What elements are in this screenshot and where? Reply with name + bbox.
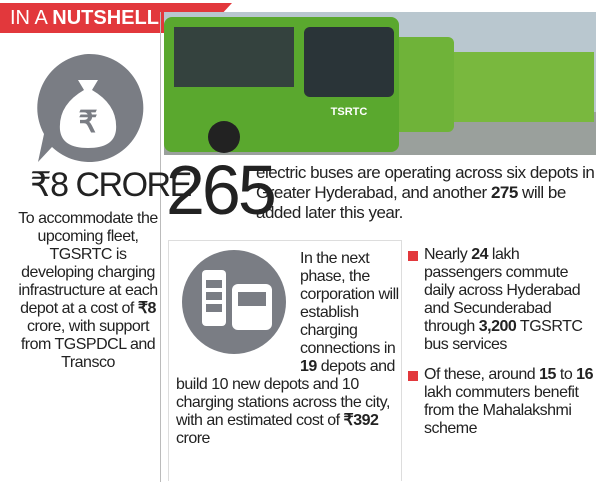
text-part: to [555, 366, 577, 383]
next-phase-text: In the next phase, the corporation will … [176, 250, 401, 448]
text-part: 15 [539, 366, 556, 383]
text-part: depots and build 10 new depots and 10 ch… [176, 358, 395, 429]
text-part: crore, with support from TGSPDCL and Tra… [20, 318, 156, 371]
amount: ₹8 CRORE [30, 166, 192, 204]
text-part: IN A [10, 7, 53, 29]
text-part: will be added later this year. [256, 183, 566, 222]
big-number: 265 [166, 151, 277, 229]
text-part: Nearly [424, 246, 472, 263]
headline-text: electric buses are operating across six … [256, 163, 596, 223]
text-part: To accommodate the upcoming fleet, TGSRT… [18, 210, 158, 317]
bullet: Of these, around 15 to 16 lakh commuters… [408, 366, 598, 438]
bullet: Nearly 24 lakh passengers commute daily … [408, 246, 598, 354]
svg-text:₹: ₹ [78, 106, 97, 139]
bullet-square [408, 251, 418, 261]
left-paragraph: To accommodate the upcoming fleet, TGSRT… [18, 210, 158, 372]
text-part: lakh passengers commute daily across Hyd… [424, 246, 581, 335]
text-part: ₹8 [137, 300, 157, 317]
text-part: electric buses are operating across six … [256, 163, 595, 202]
text-part: 3,200 [478, 318, 517, 335]
text-part: NUTSHELL [52, 7, 159, 29]
bus-photo: TSRTC [164, 12, 596, 155]
money-icon: ₹ [37, 53, 144, 162]
photo-text: TSRTC [331, 106, 368, 118]
text-part: 19 [300, 358, 317, 375]
text-part: lakh commuters benefit from the Mahalaks… [424, 384, 579, 437]
divider [160, 12, 161, 482]
text-part: crore [176, 430, 210, 447]
header-title: IN A NUTSHELL [10, 7, 159, 30]
text-part: In the next phase, the corporation will … [300, 250, 399, 357]
text-part: TGSRTC bus services [424, 318, 583, 353]
text-part: 24 [471, 246, 488, 263]
bullet-list: Nearly 24 lakh passengers commute daily … [408, 246, 598, 450]
ebus-icon [182, 250, 286, 354]
text-part: Of these, around [424, 366, 540, 383]
next-phase-box [168, 240, 402, 481]
bullet-square [408, 371, 418, 381]
text-part: 16 [576, 366, 593, 383]
text-part: 275 [490, 183, 518, 202]
text-part: ₹392 [343, 412, 379, 429]
